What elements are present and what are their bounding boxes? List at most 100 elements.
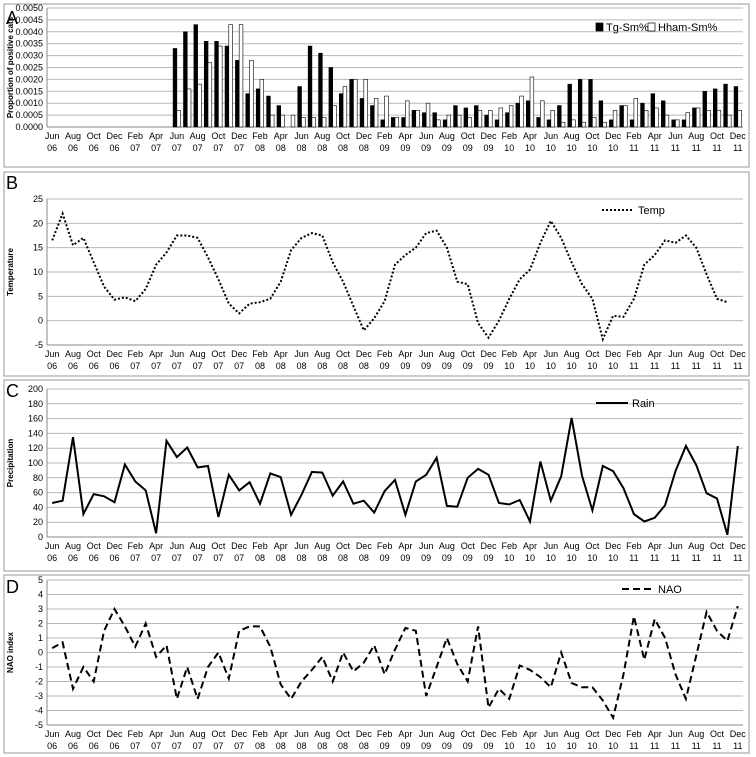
bar [339,93,344,128]
x-tick-label: 08 [296,741,306,751]
bar [363,79,368,128]
x-tick-label: 08 [359,553,369,563]
x-tick-label: Dec [605,349,622,359]
bar [384,95,389,128]
x-tick-label: 07 [193,741,203,751]
bar [588,79,593,128]
x-tick-label: Jun [668,349,683,359]
x-tick-label: Dec [231,131,248,141]
bar [270,114,275,128]
x-tick-label: Dec [231,729,248,739]
y-axis-label: NAO index [6,632,15,673]
x-tick-label: Aug [564,349,580,359]
y-tick-label: 0.0025 [15,63,43,73]
x-tick-label: Apr [274,729,288,739]
x-tick-label: Dec [605,729,622,739]
x-tick-label: 08 [338,361,348,371]
x-tick-label: Apr [398,541,412,551]
bar [218,45,223,128]
x-tick-label: 11 [692,361,701,371]
x-tick-label: 07 [234,361,244,371]
x-tick-label: 06 [110,361,120,371]
x-tick-label: Aug [688,349,704,359]
x-tick-label: 09 [442,361,452,371]
x-tick-label: Feb [502,131,518,141]
x-tick-label: Oct [461,131,476,141]
bar [498,107,503,128]
bar [609,119,614,128]
x-tick-label: Apr [398,729,412,739]
x-tick-label: 08 [276,741,286,751]
x-tick-label: 10 [546,553,556,563]
x-tick-label: 08 [276,553,286,563]
x-tick-label: Dec [605,131,622,141]
y-tick-label: -1 [35,662,43,672]
x-tick-label: 09 [463,361,473,371]
x-tick-label: 10 [504,361,514,371]
bar [581,121,587,128]
x-tick-label: 09 [380,741,390,751]
x-tick-label: 11 [629,361,638,371]
bar [349,79,354,128]
x-tick-label: Oct [211,729,226,739]
x-tick-label: Aug [314,541,330,551]
x-tick-label: Oct [87,541,102,551]
x-tick-label: Dec [356,729,373,739]
x-tick-label: 06 [89,143,99,153]
x-tick-label: Dec [730,541,747,551]
x-tick-label: Dec [730,729,747,739]
x-tick-label: Oct [336,729,351,739]
bar [370,105,375,128]
x-tick-label: Apr [523,131,537,141]
x-tick-label: 06 [47,361,57,371]
x-tick-label: 07 [234,143,244,153]
x-tick-label: Apr [648,729,662,739]
bar [577,79,583,128]
bar [405,100,410,128]
y-tick-label: 20 [33,517,43,527]
y-axis-label: Precipitation [6,439,15,488]
y-tick-label: 0.0030 [15,51,43,61]
y-tick-label: 20 [33,218,43,228]
bar [203,41,209,128]
y-tick-label: 0.0045 [15,15,43,25]
x-tick-label: 10 [546,741,556,751]
x-tick-label: 08 [317,553,327,563]
x-tick-label: 07 [234,741,244,751]
x-tick-label: Jun [170,541,185,551]
bar [685,112,690,128]
x-tick-label: 09 [442,741,452,751]
x-tick-label: 11 [650,143,659,153]
bar [712,88,718,128]
panel-frame [3,379,750,572]
x-tick-label: Aug [564,541,580,551]
x-tick-label: 06 [110,741,120,751]
x-tick-label: 11 [712,741,721,751]
x-tick-label: 08 [338,741,348,751]
x-tick-label: 06 [110,143,120,153]
x-tick-label: Aug [190,541,206,551]
bar [716,110,722,128]
x-tick-label: Jun [668,541,683,551]
x-tick-label: 11 [712,143,721,153]
bar [612,110,618,128]
x-tick-label: Jun [419,729,434,739]
y-tick-label: 0.0040 [15,27,43,37]
x-tick-label: Feb [377,729,393,739]
x-tick-label: Aug [564,131,580,141]
bar [359,98,365,128]
x-tick-label: 09 [421,741,431,751]
bar [342,86,348,128]
x-tick-label: Oct [585,541,600,551]
bar [675,119,680,128]
x-tick-label: 08 [317,741,327,751]
x-tick-label: 08 [255,741,265,751]
x-tick-label: Feb [626,349,642,359]
x-tick-label: 07 [130,361,140,371]
y-tick-label: 10 [33,267,43,277]
y-tick-label: 0.0005 [15,110,43,120]
bar [706,110,711,128]
x-tick-label: 11 [712,361,721,371]
x-tick-label: 10 [608,553,618,563]
bar [640,102,645,128]
